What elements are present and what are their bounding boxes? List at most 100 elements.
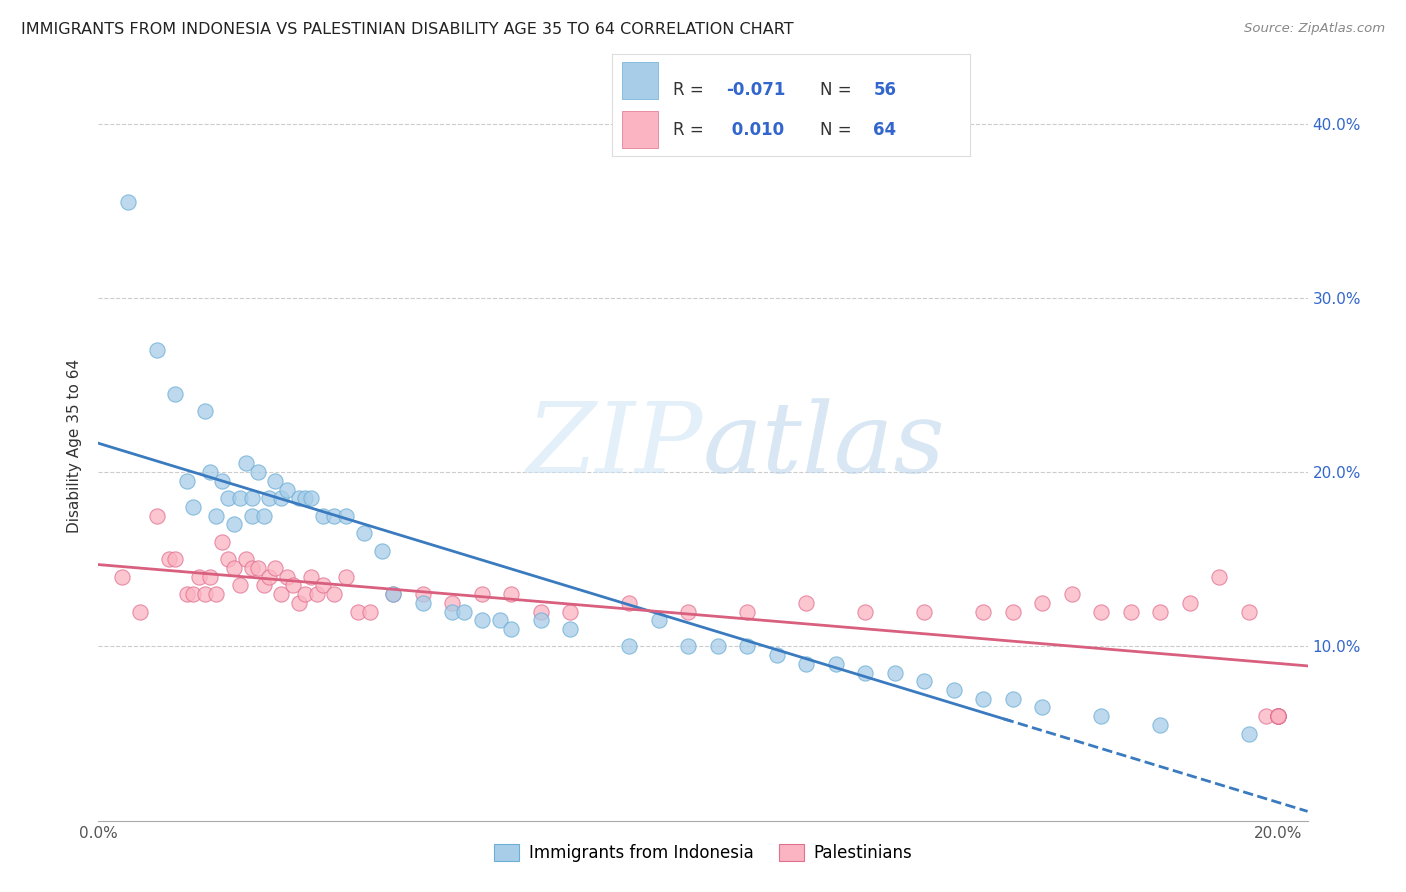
Point	[347, 605, 370, 619]
Text: 0.010: 0.010	[727, 121, 785, 139]
Point	[211, 534, 233, 549]
Point	[1119, 605, 1142, 619]
Point	[912, 605, 935, 619]
Point	[453, 605, 475, 619]
Point	[1237, 726, 1260, 740]
Text: ZIP: ZIP	[527, 399, 703, 493]
FancyBboxPatch shape	[623, 62, 658, 99]
Point	[1267, 709, 1289, 723]
Point	[735, 605, 758, 619]
Point	[276, 570, 298, 584]
Point	[222, 561, 245, 575]
Point	[335, 508, 357, 523]
Point	[560, 622, 582, 636]
Point	[501, 622, 523, 636]
Point	[382, 587, 405, 601]
Point	[211, 474, 233, 488]
Point	[1001, 691, 1024, 706]
Point	[1267, 709, 1289, 723]
Point	[294, 491, 316, 506]
Text: R =: R =	[672, 81, 709, 99]
Point	[246, 465, 269, 479]
Point	[735, 640, 758, 654]
Point	[765, 648, 787, 662]
Point	[942, 682, 965, 697]
Point	[382, 587, 405, 601]
Point	[972, 605, 994, 619]
Point	[619, 596, 641, 610]
Point	[299, 491, 322, 506]
Point	[181, 500, 204, 514]
Point	[471, 613, 494, 627]
Point	[501, 587, 523, 601]
Point	[883, 665, 905, 680]
Point	[165, 552, 187, 566]
Point	[146, 508, 169, 523]
Text: R =: R =	[672, 121, 709, 139]
Point	[1178, 596, 1201, 610]
Text: N =: N =	[820, 81, 856, 99]
Point	[1031, 700, 1053, 714]
Point	[217, 491, 239, 506]
Point	[1001, 605, 1024, 619]
Point	[194, 404, 217, 418]
Point	[853, 605, 876, 619]
Point	[1267, 709, 1289, 723]
Text: -0.071: -0.071	[727, 81, 786, 99]
Point	[1149, 605, 1171, 619]
Point	[619, 640, 641, 654]
Point	[1237, 605, 1260, 619]
Point	[1060, 587, 1083, 601]
Point	[1267, 709, 1289, 723]
Text: N =: N =	[820, 121, 856, 139]
Point	[1090, 605, 1112, 619]
Point	[146, 343, 169, 358]
Text: 64: 64	[873, 121, 897, 139]
FancyBboxPatch shape	[623, 111, 658, 148]
Point	[111, 570, 134, 584]
Point	[294, 587, 316, 601]
Point	[270, 491, 292, 506]
Point	[335, 570, 357, 584]
Legend: Immigrants from Indonesia, Palestinians: Immigrants from Indonesia, Palestinians	[486, 837, 920, 869]
Point	[359, 605, 381, 619]
Point	[200, 465, 222, 479]
Point	[1267, 709, 1289, 723]
Point	[187, 570, 209, 584]
Point	[560, 605, 582, 619]
Text: IMMIGRANTS FROM INDONESIA VS PALESTINIAN DISABILITY AGE 35 TO 64 CORRELATION CHA: IMMIGRANTS FROM INDONESIA VS PALESTINIAN…	[21, 22, 794, 37]
Point	[205, 508, 228, 523]
Point	[1031, 596, 1053, 610]
Point	[240, 508, 263, 523]
Point	[229, 578, 252, 592]
Point	[471, 587, 494, 601]
Point	[235, 457, 257, 471]
Point	[441, 596, 464, 610]
Point	[128, 605, 150, 619]
Point	[181, 587, 204, 601]
Point	[259, 491, 281, 506]
Point	[229, 491, 252, 506]
Point	[353, 526, 375, 541]
Point	[412, 596, 434, 610]
Point	[194, 587, 217, 601]
Point	[246, 561, 269, 575]
Text: 56: 56	[873, 81, 897, 99]
Point	[252, 508, 274, 523]
Point	[412, 587, 434, 601]
Point	[530, 613, 553, 627]
Point	[648, 613, 671, 627]
Point	[281, 578, 304, 592]
Point	[530, 605, 553, 619]
Point	[441, 605, 464, 619]
Point	[288, 596, 311, 610]
Point	[176, 474, 198, 488]
Point	[678, 640, 700, 654]
Point	[323, 587, 346, 601]
Point	[311, 508, 333, 523]
Point	[706, 640, 728, 654]
Point	[1256, 709, 1278, 723]
Point	[1090, 709, 1112, 723]
Point	[824, 657, 846, 671]
Point	[259, 570, 281, 584]
